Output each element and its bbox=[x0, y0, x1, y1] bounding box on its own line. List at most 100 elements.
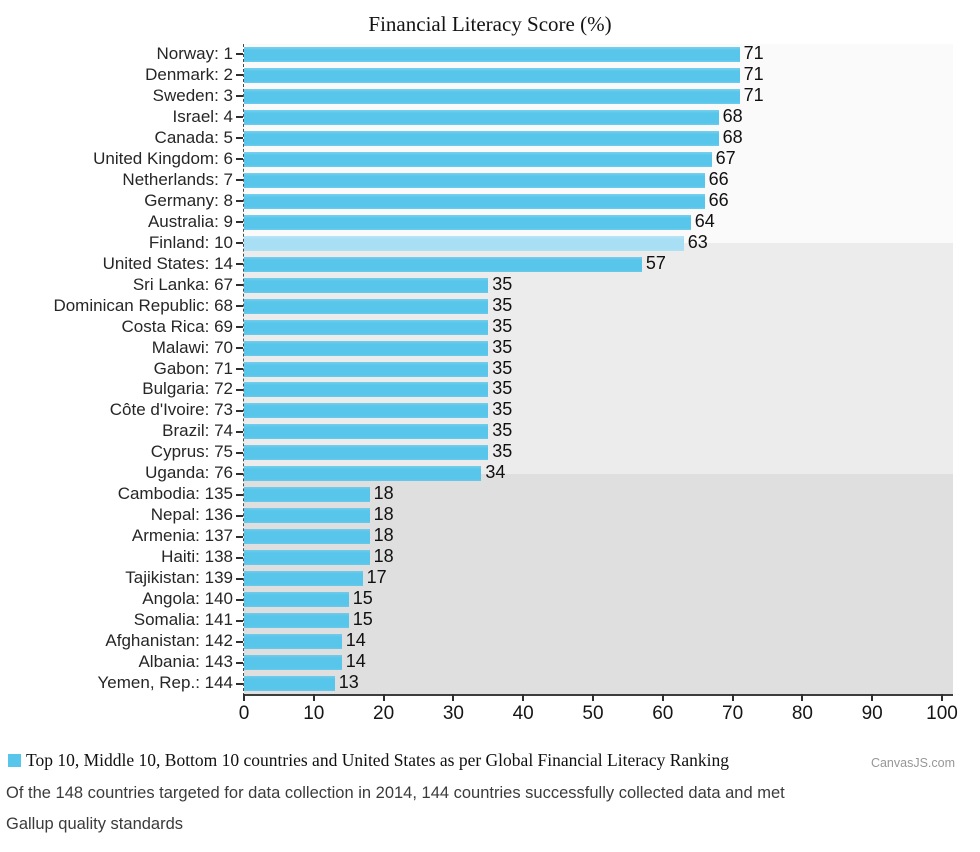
bar-value-label: 35 bbox=[492, 315, 513, 336]
canvasjs-credit-link[interactable]: CanvasJS.com bbox=[870, 756, 955, 770]
category-label: United Kingdom: 6 bbox=[93, 148, 233, 168]
bar-value-label: 57 bbox=[645, 252, 666, 273]
bar-value-label: 17 bbox=[366, 567, 387, 588]
bar-value-label: 35 bbox=[492, 420, 513, 441]
y-axis-tick bbox=[236, 619, 243, 622]
category-label: Brazil: 74 bbox=[162, 421, 233, 441]
y-axis-tick bbox=[236, 577, 243, 580]
bar bbox=[244, 298, 489, 314]
bar bbox=[244, 235, 684, 251]
category-label: Bulgaria: 72 bbox=[142, 379, 233, 399]
category-label: Denmark: 2 bbox=[145, 64, 233, 84]
x-axis-tick bbox=[941, 694, 943, 701]
x-axis-tick bbox=[801, 694, 804, 701]
bar-value-label: 18 bbox=[373, 504, 394, 525]
bar bbox=[244, 592, 349, 608]
y-axis-tick bbox=[236, 137, 243, 140]
x-axis-tick bbox=[382, 694, 385, 701]
category-label: Canada: 5 bbox=[154, 127, 233, 147]
x-axis-tick bbox=[871, 694, 874, 701]
y-axis-tick bbox=[236, 263, 243, 266]
category-label: Norway: 1 bbox=[156, 44, 233, 63]
y-axis-tick bbox=[236, 158, 243, 161]
bar-value-label: 35 bbox=[492, 294, 513, 315]
bar-value-label: 68 bbox=[722, 126, 743, 147]
bar-value-label: 71 bbox=[743, 42, 764, 63]
y-axis-tick bbox=[236, 514, 243, 517]
bar bbox=[244, 361, 489, 377]
x-axis-tick bbox=[243, 694, 245, 701]
bar-value-label: 18 bbox=[373, 525, 394, 546]
bar bbox=[244, 340, 489, 356]
footnote-line-1: Of the 148 countries targeted for data c… bbox=[6, 784, 785, 802]
category-label: Sri Lanka: 67 bbox=[132, 274, 233, 294]
bar bbox=[244, 67, 740, 83]
category-label: Cyprus: 75 bbox=[150, 442, 233, 462]
bar bbox=[244, 88, 740, 104]
y-axis-tick bbox=[236, 682, 243, 685]
x-axis-tick-label: 20 bbox=[373, 703, 395, 724]
bar-value-label: 15 bbox=[352, 588, 373, 609]
category-label: Sweden: 3 bbox=[152, 85, 233, 105]
y-axis-tick bbox=[236, 326, 243, 329]
bar bbox=[244, 550, 370, 566]
y-axis-tick bbox=[236, 53, 243, 56]
category-label: Côte d'Ivoire: 73 bbox=[109, 400, 233, 420]
y-axis-tick bbox=[236, 388, 243, 391]
category-label: Yemen, Rep.: 144 bbox=[97, 673, 233, 693]
bar-value-label: 68 bbox=[722, 105, 743, 126]
y-axis-tick bbox=[236, 598, 243, 601]
y-axis-tick bbox=[236, 472, 243, 475]
bar bbox=[244, 151, 712, 167]
legend-label: Top 10, Middle 10, Bottom 10 countries a… bbox=[26, 750, 730, 770]
x-axis-tick bbox=[452, 694, 455, 701]
category-label: Israel: 4 bbox=[172, 106, 233, 126]
x-axis-tick bbox=[312, 694, 315, 701]
category-label: Netherlands: 7 bbox=[122, 169, 233, 189]
y-axis-tick bbox=[236, 242, 243, 245]
bar bbox=[244, 319, 489, 335]
bar-value-label: 35 bbox=[492, 336, 513, 357]
legend-item[interactable]: Top 10, Middle 10, Bottom 10 countries a… bbox=[8, 750, 729, 771]
x-axis-tick-label: 70 bbox=[722, 703, 744, 724]
bar-value-label: 15 bbox=[352, 609, 373, 630]
bar bbox=[244, 529, 370, 545]
category-label: Uganda: 76 bbox=[145, 463, 233, 483]
x-axis-tick bbox=[592, 694, 594, 701]
x-axis-tick-label: 40 bbox=[512, 703, 534, 724]
category-label: Dominican Republic: 68 bbox=[53, 295, 233, 315]
bar-value-label: 35 bbox=[492, 441, 513, 462]
category-label: Armenia: 137 bbox=[131, 526, 233, 546]
category-label: Afghanistan: 142 bbox=[105, 631, 233, 651]
bar-value-label: 67 bbox=[715, 147, 736, 168]
y-axis-tick bbox=[236, 305, 243, 308]
category-label: Germany: 8 bbox=[144, 190, 233, 210]
bar bbox=[244, 634, 342, 650]
y-axis-tick bbox=[236, 368, 243, 370]
x-axis-tick-label: 80 bbox=[791, 703, 813, 724]
bar-value-label: 35 bbox=[492, 399, 513, 420]
x-axis-tick-label: 10 bbox=[303, 703, 325, 724]
y-axis-tick bbox=[236, 347, 243, 350]
bar-value-label: 66 bbox=[708, 189, 729, 210]
x-axis-tick-label: 50 bbox=[582, 703, 604, 724]
bar-value-label: 35 bbox=[492, 378, 513, 399]
bar bbox=[244, 655, 342, 671]
footnote-line-2: Gallup quality standards bbox=[6, 815, 184, 833]
category-label: Angola: 140 bbox=[142, 589, 233, 609]
category-label: Somalia: 141 bbox=[133, 610, 233, 630]
bar bbox=[244, 613, 349, 629]
y-axis-tick bbox=[236, 116, 243, 119]
category-label: Australia: 9 bbox=[147, 211, 233, 231]
category-label: Tajikistan: 139 bbox=[125, 568, 233, 588]
bar bbox=[244, 172, 705, 188]
bar-value-label: 35 bbox=[492, 357, 513, 378]
chart-footnote: Of the 148 countries targeted for data c… bbox=[6, 778, 966, 840]
y-axis-tick bbox=[236, 179, 243, 182]
y-axis-tick bbox=[236, 430, 243, 433]
bar-value-label: 13 bbox=[338, 672, 359, 693]
category-label: Cambodia: 135 bbox=[117, 484, 233, 504]
bar-value-label: 66 bbox=[708, 168, 729, 189]
bar bbox=[244, 571, 363, 587]
